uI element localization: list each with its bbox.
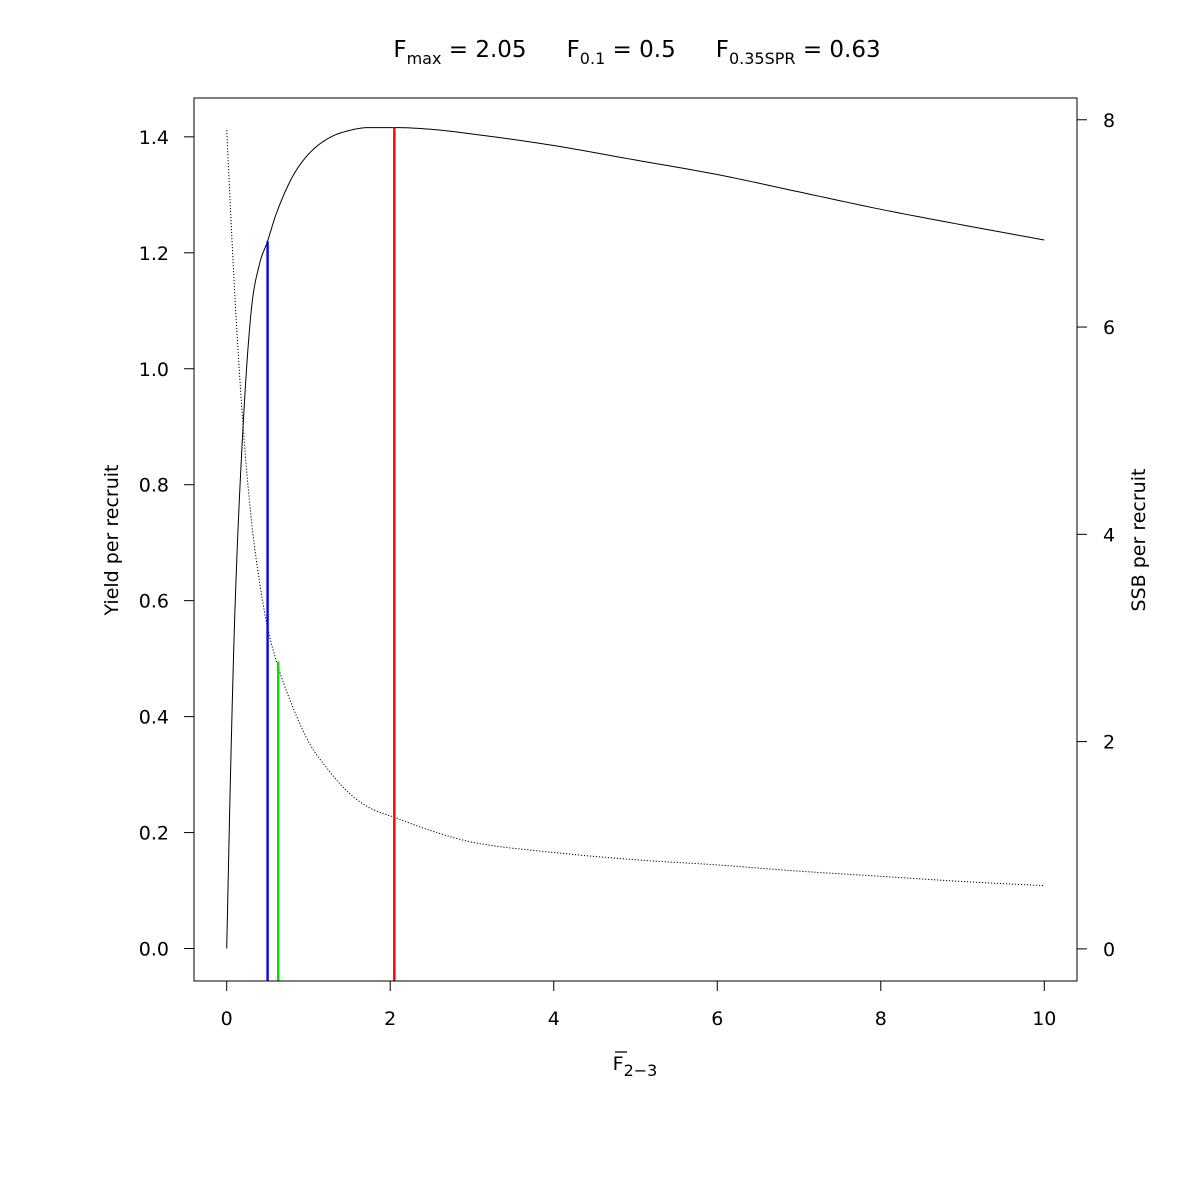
y-tick-label: 0.0 [139,939,169,961]
x-tick-label: 0 [221,1008,233,1030]
title-part-1-value: = 0.5 [605,37,675,63]
x-axis-label-symbol: F [613,1053,624,1075]
y-tick-label: 0.4 [139,707,169,729]
y2-tick-label: 2 [1103,732,1115,754]
title-part-2-symbol: F [716,37,729,63]
y-tick-label: 0.2 [139,823,169,845]
title-part-0-value: = 2.05 [441,37,526,63]
x-axis-label: F2−3 [613,1051,658,1080]
title-part-2-subscript: 0.35SPR [729,49,796,68]
x-tick-label: 10 [1032,1008,1056,1030]
y2-tick-label: 0 [1103,939,1115,961]
title-part-0-symbol: F [393,37,406,63]
y-tick-label: 1.4 [139,127,169,149]
series-layer [226,127,1045,949]
y-axis-left: 0.0 0.2 0.4 0.6 0.8 1.0 1.2 1.4 [139,127,195,961]
yield-per-recruit-line [226,127,1045,949]
x-axis: 0 2 4 6 8 10 [221,980,1056,1030]
reference-lines [266,127,396,981]
y-axis-label: Yield per recruit [101,465,123,617]
x-tick-label: 2 [384,1008,396,1030]
title-part-1-symbol: F [567,37,580,63]
x-tick-label: 6 [711,1008,723,1030]
x-tick-label: 8 [875,1008,887,1030]
chart-title: Fmax = 2.05 F0.1 = 0.5 F0.35SPR = 0.63 [393,37,880,68]
title-part-2-value: = 0.63 [796,37,881,63]
y-tick-label: 0.6 [139,591,169,613]
ssb-per-recruit-line [226,130,1045,887]
title-part-1-subscript: 0.1 [580,49,605,68]
y2-tick-label: 8 [1103,110,1115,132]
y-tick-label: 1.0 [139,359,169,381]
y-tick-label: 1.2 [139,243,169,265]
y2-tick-label: 4 [1103,524,1115,546]
y-axis-right: 0 2 4 6 8 [1076,110,1115,961]
svg-text:F2−3: F2−3 [613,1053,658,1080]
y2-axis-label: SSB per recruit [1128,469,1150,612]
plot-frame [193,97,1078,982]
y2-tick-label: 6 [1103,317,1115,339]
x-tick-label: 4 [548,1008,560,1030]
y-tick-label: 0.8 [139,475,169,497]
title-part-0-subscript: max [407,49,442,68]
x-axis-label-subscript: 2−3 [624,1061,658,1080]
